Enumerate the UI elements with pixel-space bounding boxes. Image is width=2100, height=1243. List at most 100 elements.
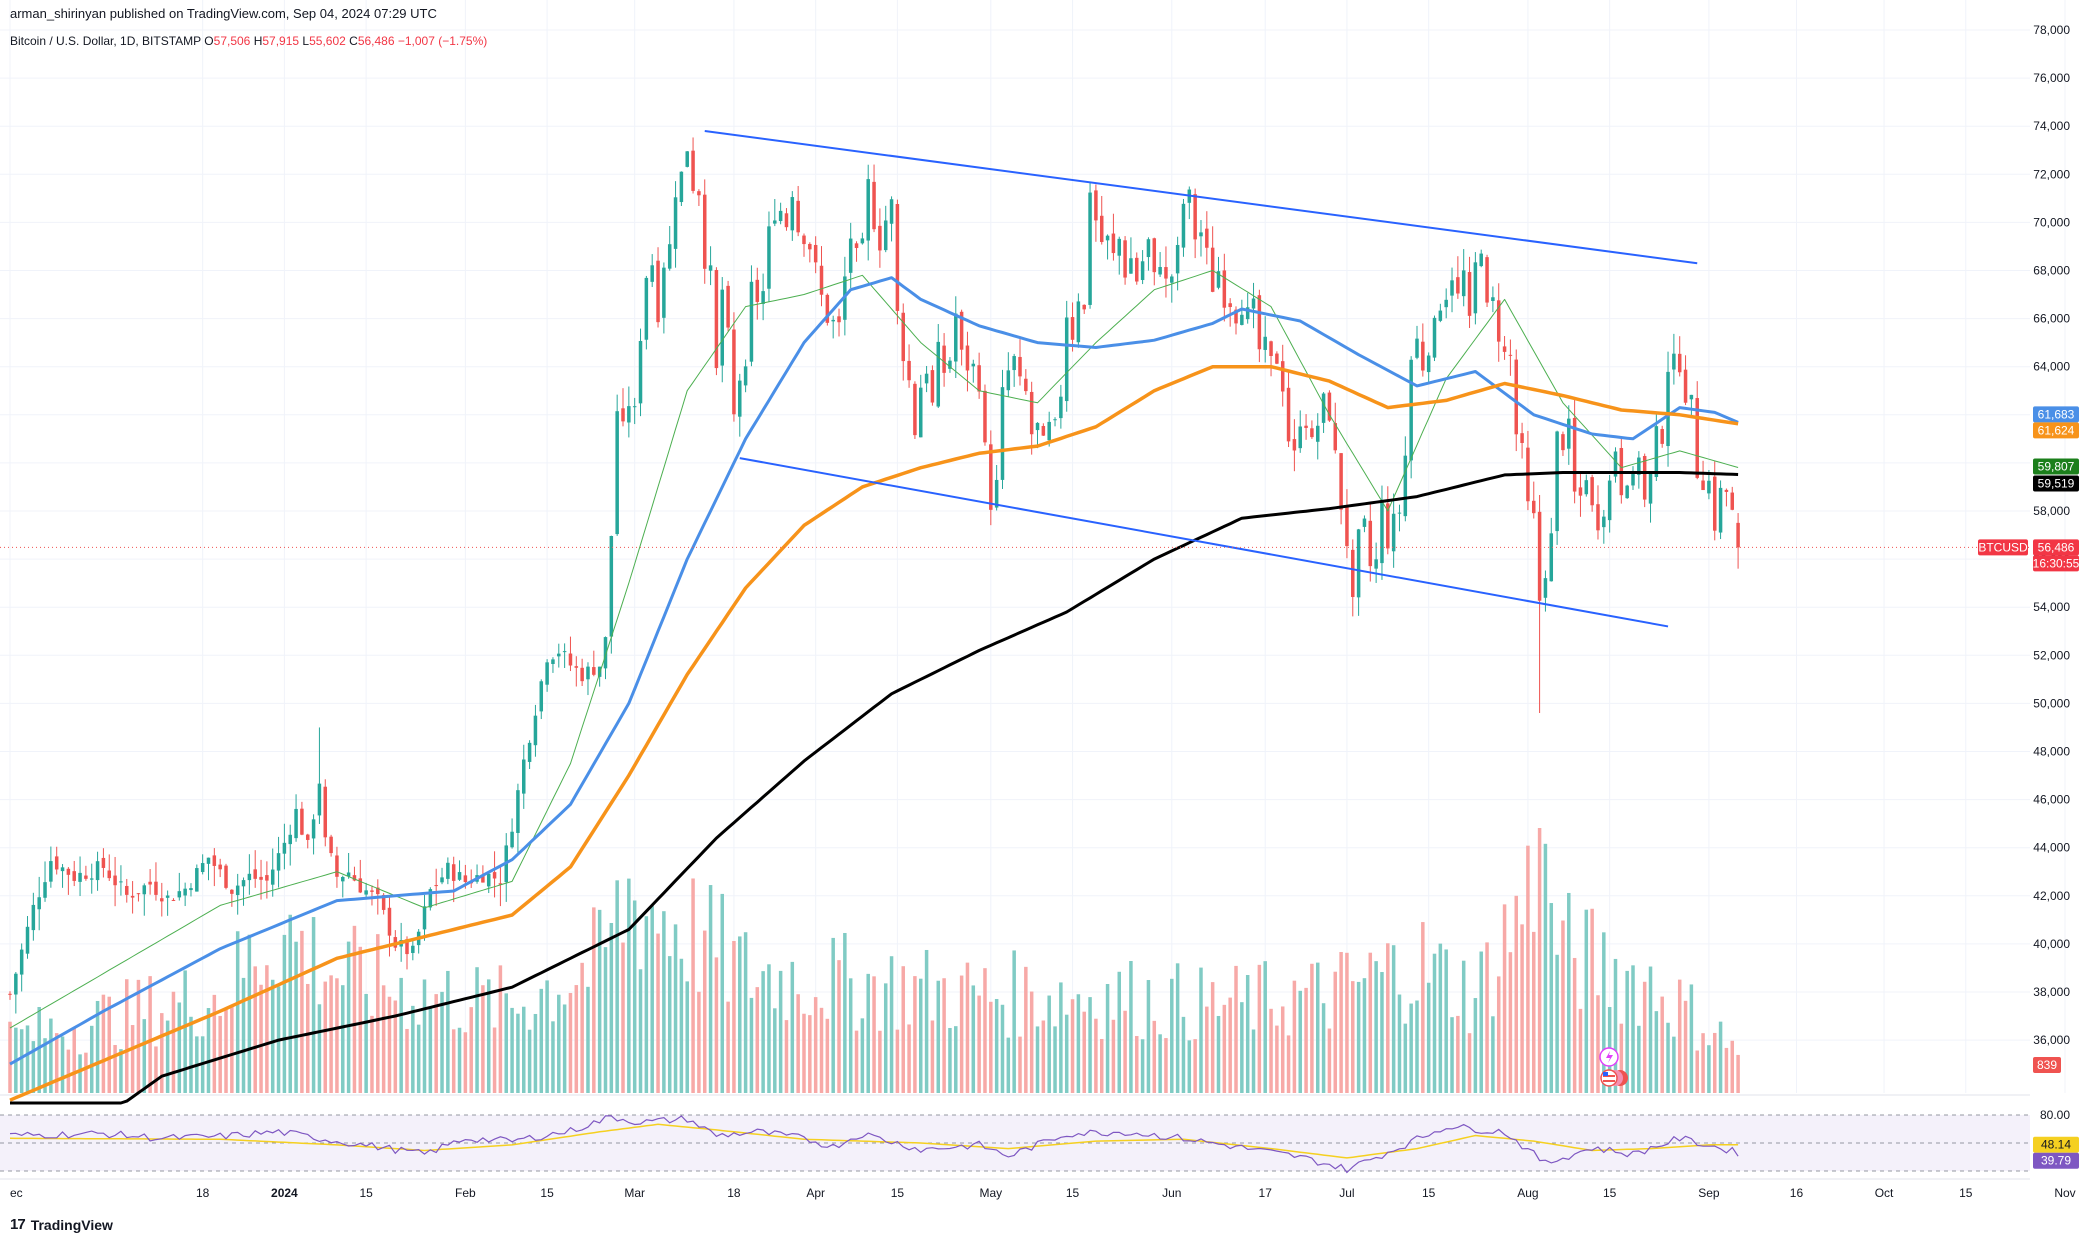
- candle-body[interactable]: [895, 204, 900, 311]
- candle-body[interactable]: [755, 279, 760, 302]
- candle-body[interactable]: [95, 861, 100, 881]
- candle-body[interactable]: [1438, 310, 1443, 321]
- candle-body[interactable]: [621, 408, 625, 422]
- candle-body[interactable]: [1456, 277, 1460, 294]
- candle-body[interactable]: [539, 681, 544, 712]
- candle-body[interactable]: [1129, 258, 1133, 274]
- candle-body[interactable]: [235, 885, 240, 896]
- candle-body[interactable]: [288, 834, 292, 845]
- candle-body[interactable]: [568, 653, 573, 666]
- candle-body[interactable]: [329, 836, 333, 854]
- candle-body[interactable]: [1029, 391, 1034, 435]
- candle-body[interactable]: [1590, 477, 1594, 506]
- candle-body[interactable]: [1672, 353, 1676, 370]
- candle-body[interactable]: [60, 867, 65, 872]
- candle-body[interactable]: [276, 853, 281, 871]
- candle-body[interactable]: [1088, 192, 1092, 305]
- candle-body[interactable]: [1584, 480, 1589, 495]
- candle-body[interactable]: [615, 411, 619, 535]
- candle-body[interactable]: [667, 244, 672, 269]
- candle-body[interactable]: [1275, 353, 1279, 364]
- candle-body[interactable]: [650, 265, 654, 282]
- candle-body[interactable]: [113, 875, 117, 886]
- candle-body[interactable]: [270, 869, 275, 885]
- candle-body[interactable]: [1391, 513, 1396, 552]
- candle-body[interactable]: [603, 637, 608, 669]
- candle-body[interactable]: [1380, 502, 1384, 564]
- candle-body[interactable]: [1111, 233, 1116, 254]
- candle-body[interactable]: [656, 260, 660, 323]
- candle-body[interactable]: [924, 373, 929, 384]
- candle-body[interactable]: [527, 742, 532, 762]
- candle-body[interactable]: [481, 875, 485, 883]
- candle-body[interactable]: [1181, 203, 1186, 248]
- candle-body[interactable]: [708, 265, 713, 271]
- candle-body[interactable]: [8, 993, 12, 995]
- candle-body[interactable]: [1654, 426, 1659, 478]
- candle-body[interactable]: [989, 444, 993, 510]
- candle-body[interactable]: [200, 863, 205, 873]
- candle-body[interactable]: [627, 406, 631, 423]
- candle-body[interactable]: [119, 881, 123, 883]
- candle-body[interactable]: [1485, 257, 1489, 303]
- candle-body[interactable]: [738, 380, 742, 417]
- candle-body[interactable]: [790, 197, 795, 231]
- candle-body[interactable]: [860, 238, 865, 244]
- candle-body[interactable]: [25, 926, 30, 954]
- candle-body[interactable]: [1099, 215, 1104, 243]
- candle-body[interactable]: [597, 666, 602, 677]
- symbol-name[interactable]: Bitcoin / U.S. Dollar, 1D, BITSTAMP: [10, 34, 201, 48]
- candle-body[interactable]: [1006, 370, 1011, 391]
- candle-body[interactable]: [913, 383, 917, 436]
- candle-body[interactable]: [183, 888, 187, 896]
- candle-body[interactable]: [1292, 439, 1297, 451]
- ma-fast-line[interactable]: [9, 270, 1739, 1029]
- candle-body[interactable]: [381, 894, 386, 910]
- tradingview-brand[interactable]: 17 TradingView: [10, 1216, 113, 1233]
- candle-body[interactable]: [1234, 309, 1238, 324]
- candle-body[interactable]: [767, 226, 771, 289]
- candle-body[interactable]: [837, 316, 841, 323]
- candle-body[interactable]: [1368, 520, 1373, 567]
- candle-body[interactable]: [831, 319, 835, 322]
- candle-body[interactable]: [1572, 417, 1577, 492]
- candle-body[interactable]: [189, 888, 193, 891]
- candle-body[interactable]: [866, 179, 870, 241]
- candle-body[interactable]: [1537, 511, 1542, 601]
- candle-body[interactable]: [510, 831, 514, 848]
- candle-body[interactable]: [1386, 503, 1390, 549]
- candle-body[interactable]: [1666, 371, 1670, 447]
- candle-body[interactable]: [854, 243, 859, 249]
- candle-body[interactable]: [1660, 429, 1664, 444]
- candle-body[interactable]: [1444, 299, 1448, 308]
- candle-body[interactable]: [305, 834, 310, 840]
- candle-body[interactable]: [545, 662, 549, 685]
- candle-body[interactable]: [1000, 387, 1005, 480]
- candle-body[interactable]: [784, 213, 789, 228]
- candle-body[interactable]: [883, 220, 888, 251]
- time-axis[interactable]: ec 18 2024 15 Feb 15 Mar 18 Apr 15 May 15 Jun 17 Jul 15…: [10, 1186, 2076, 1200]
- ma-200-line[interactable]: [10, 471, 1739, 1105]
- candle-body[interactable]: [31, 904, 36, 931]
- candle-body[interactable]: [1059, 396, 1063, 419]
- candle-body[interactable]: [954, 313, 958, 362]
- candle-body[interactable]: [702, 194, 707, 269]
- candle-body[interactable]: [1076, 301, 1081, 343]
- candle-body[interactable]: [691, 150, 695, 191]
- candle-body[interactable]: [1041, 425, 1046, 436]
- candle-body[interactable]: [1578, 487, 1583, 496]
- candle-body[interactable]: [1677, 353, 1682, 373]
- candlesticks[interactable]: [8, 137, 1740, 1014]
- candle-body[interactable]: [1064, 317, 1069, 402]
- candle-body[interactable]: [965, 345, 970, 371]
- candle-body[interactable]: [1625, 485, 1629, 499]
- candle-body[interactable]: [825, 294, 830, 323]
- candle-body[interactable]: [1280, 361, 1285, 392]
- candle-body[interactable]: [1642, 456, 1647, 500]
- candle-body[interactable]: [434, 885, 438, 887]
- candle-body[interactable]: [376, 887, 380, 895]
- candle-body[interactable]: [1707, 480, 1711, 494]
- candle-body[interactable]: [1304, 425, 1308, 428]
- symbol-legend[interactable]: Bitcoin / U.S. Dollar, 1D, BITSTAMP O57,…: [10, 34, 487, 48]
- candle-body[interactable]: [1701, 480, 1705, 491]
